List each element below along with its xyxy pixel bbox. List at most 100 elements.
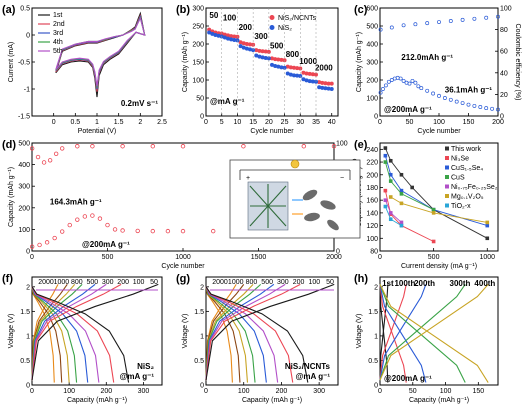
x-tick-label: 100 (440, 388, 452, 395)
comparison-marker (431, 207, 436, 212)
x-tick-label: 300 (313, 388, 325, 395)
rate-label: 50 (326, 279, 334, 286)
cv-curve-3rd (55, 14, 146, 90)
capacity-point (416, 84, 421, 89)
x-tick-label: 15 (249, 119, 257, 126)
data-point (263, 56, 268, 61)
legend-entry: Mg₀.₁V₂O₅ (451, 194, 484, 201)
y2-tick-label: 40 (500, 70, 508, 77)
x-tick-label: 0 (378, 388, 382, 395)
legend-swatch (445, 146, 449, 151)
x-axis-label: Capacity (mAh g⁻¹) (242, 397, 302, 404)
y-tick-label: 0.5 (20, 358, 30, 365)
y-tick-label: 300 (366, 60, 378, 67)
charge-curve (205, 283, 286, 381)
capacity-point (180, 228, 186, 234)
comparison-marker (410, 185, 414, 190)
current-annotation: @200mA g⁻¹ (384, 105, 432, 114)
discharge-curve (205, 286, 279, 383)
x-tick-label: 1 (95, 119, 99, 126)
legend-entry: CuS (451, 175, 465, 182)
y2-tick-label: 80 (500, 27, 508, 34)
efficiency-point (301, 144, 306, 149)
discharge-curve-400th (379, 284, 489, 383)
rate-label: 200 (117, 279, 129, 286)
rate-label: 100 (223, 13, 237, 22)
data-point (285, 64, 290, 69)
y-tick-label: 0 (26, 249, 30, 256)
y-tick-label: 1 (200, 333, 204, 340)
cv-curve-2nd (55, 13, 146, 92)
comparison-marker (399, 223, 404, 228)
y-tick-label: 400 (366, 42, 378, 49)
rate-label: 300 (277, 279, 289, 286)
rate-label: 200 (239, 23, 253, 32)
rate-label: 800 (246, 279, 258, 286)
legend-entry: This work (451, 146, 481, 153)
data-point (213, 33, 218, 37)
charge-curve (31, 283, 122, 381)
capacity-point (112, 227, 118, 232)
legend-swatch (445, 184, 449, 189)
capacity-point (419, 86, 424, 91)
capacity-point (460, 101, 465, 105)
capacity-point (37, 242, 42, 248)
y-axis-label: Capacity (mAh g⁻¹) (8, 167, 15, 227)
efficiency-point (75, 144, 80, 149)
capacity-point (44, 240, 50, 245)
rate-label: 100 (133, 279, 145, 286)
rate-label: 200 (293, 279, 305, 286)
capacity-point (135, 228, 140, 234)
efficiency-point (60, 146, 65, 151)
axes-frame (31, 276, 163, 386)
capacity-point (210, 228, 216, 234)
capacity-point (490, 106, 495, 111)
nis2-particles-icon (302, 189, 339, 231)
data-point (232, 34, 237, 39)
y-tick-label: 2 (374, 284, 378, 291)
rate-label: 800 (286, 50, 300, 59)
data-point (248, 42, 252, 47)
capacity-point (165, 228, 171, 234)
capacity-point (381, 87, 385, 91)
comparison-marker (388, 211, 393, 215)
y-tick-label: 200 (366, 172, 378, 179)
nanotube-strands-icon (249, 184, 287, 228)
efficiency-point (120, 144, 125, 149)
efficiency-point (180, 144, 186, 149)
cv-curve-1st (55, 11, 146, 98)
capacity-point (105, 222, 110, 228)
panel-labels: (a) (b) (c) (d) (e) (f) (g) (h) (2, 4, 368, 285)
data-point (251, 48, 256, 53)
data-point (279, 57, 284, 62)
data-point (282, 65, 287, 70)
plus-sign-icon: + (246, 175, 250, 182)
charge-curve (31, 283, 159, 381)
data-point (207, 30, 212, 35)
data-point (323, 86, 328, 91)
x-tick-label: 100 (433, 119, 445, 126)
comparison-marker (399, 172, 404, 177)
legend-entry: 4th (53, 39, 63, 46)
data-point (270, 62, 274, 67)
current-unit-annotation: @mA g⁻¹ (296, 372, 331, 381)
rate-label: 50 (150, 279, 158, 286)
y-tick-label: -1 (24, 87, 30, 94)
peak-capacity-annotation: 212.0mAh g⁻¹ (401, 53, 453, 62)
data-point (329, 87, 334, 91)
data-point (292, 65, 296, 70)
y-tick-label: 100 (18, 227, 30, 234)
data-point (285, 71, 290, 76)
current-annotation: @200mA g⁻¹ (384, 374, 432, 383)
y-tick-label: 0.5 (368, 358, 378, 365)
rate-label: 500 (270, 42, 284, 51)
capacity-point (410, 78, 415, 83)
efficiency-point (425, 21, 430, 26)
y-tick-label: 240 (366, 147, 378, 154)
data-point (320, 80, 325, 85)
rate-label: 300 (254, 32, 268, 41)
data-point (241, 41, 246, 46)
data-point (207, 27, 212, 32)
comparison-line (384, 190, 434, 242)
